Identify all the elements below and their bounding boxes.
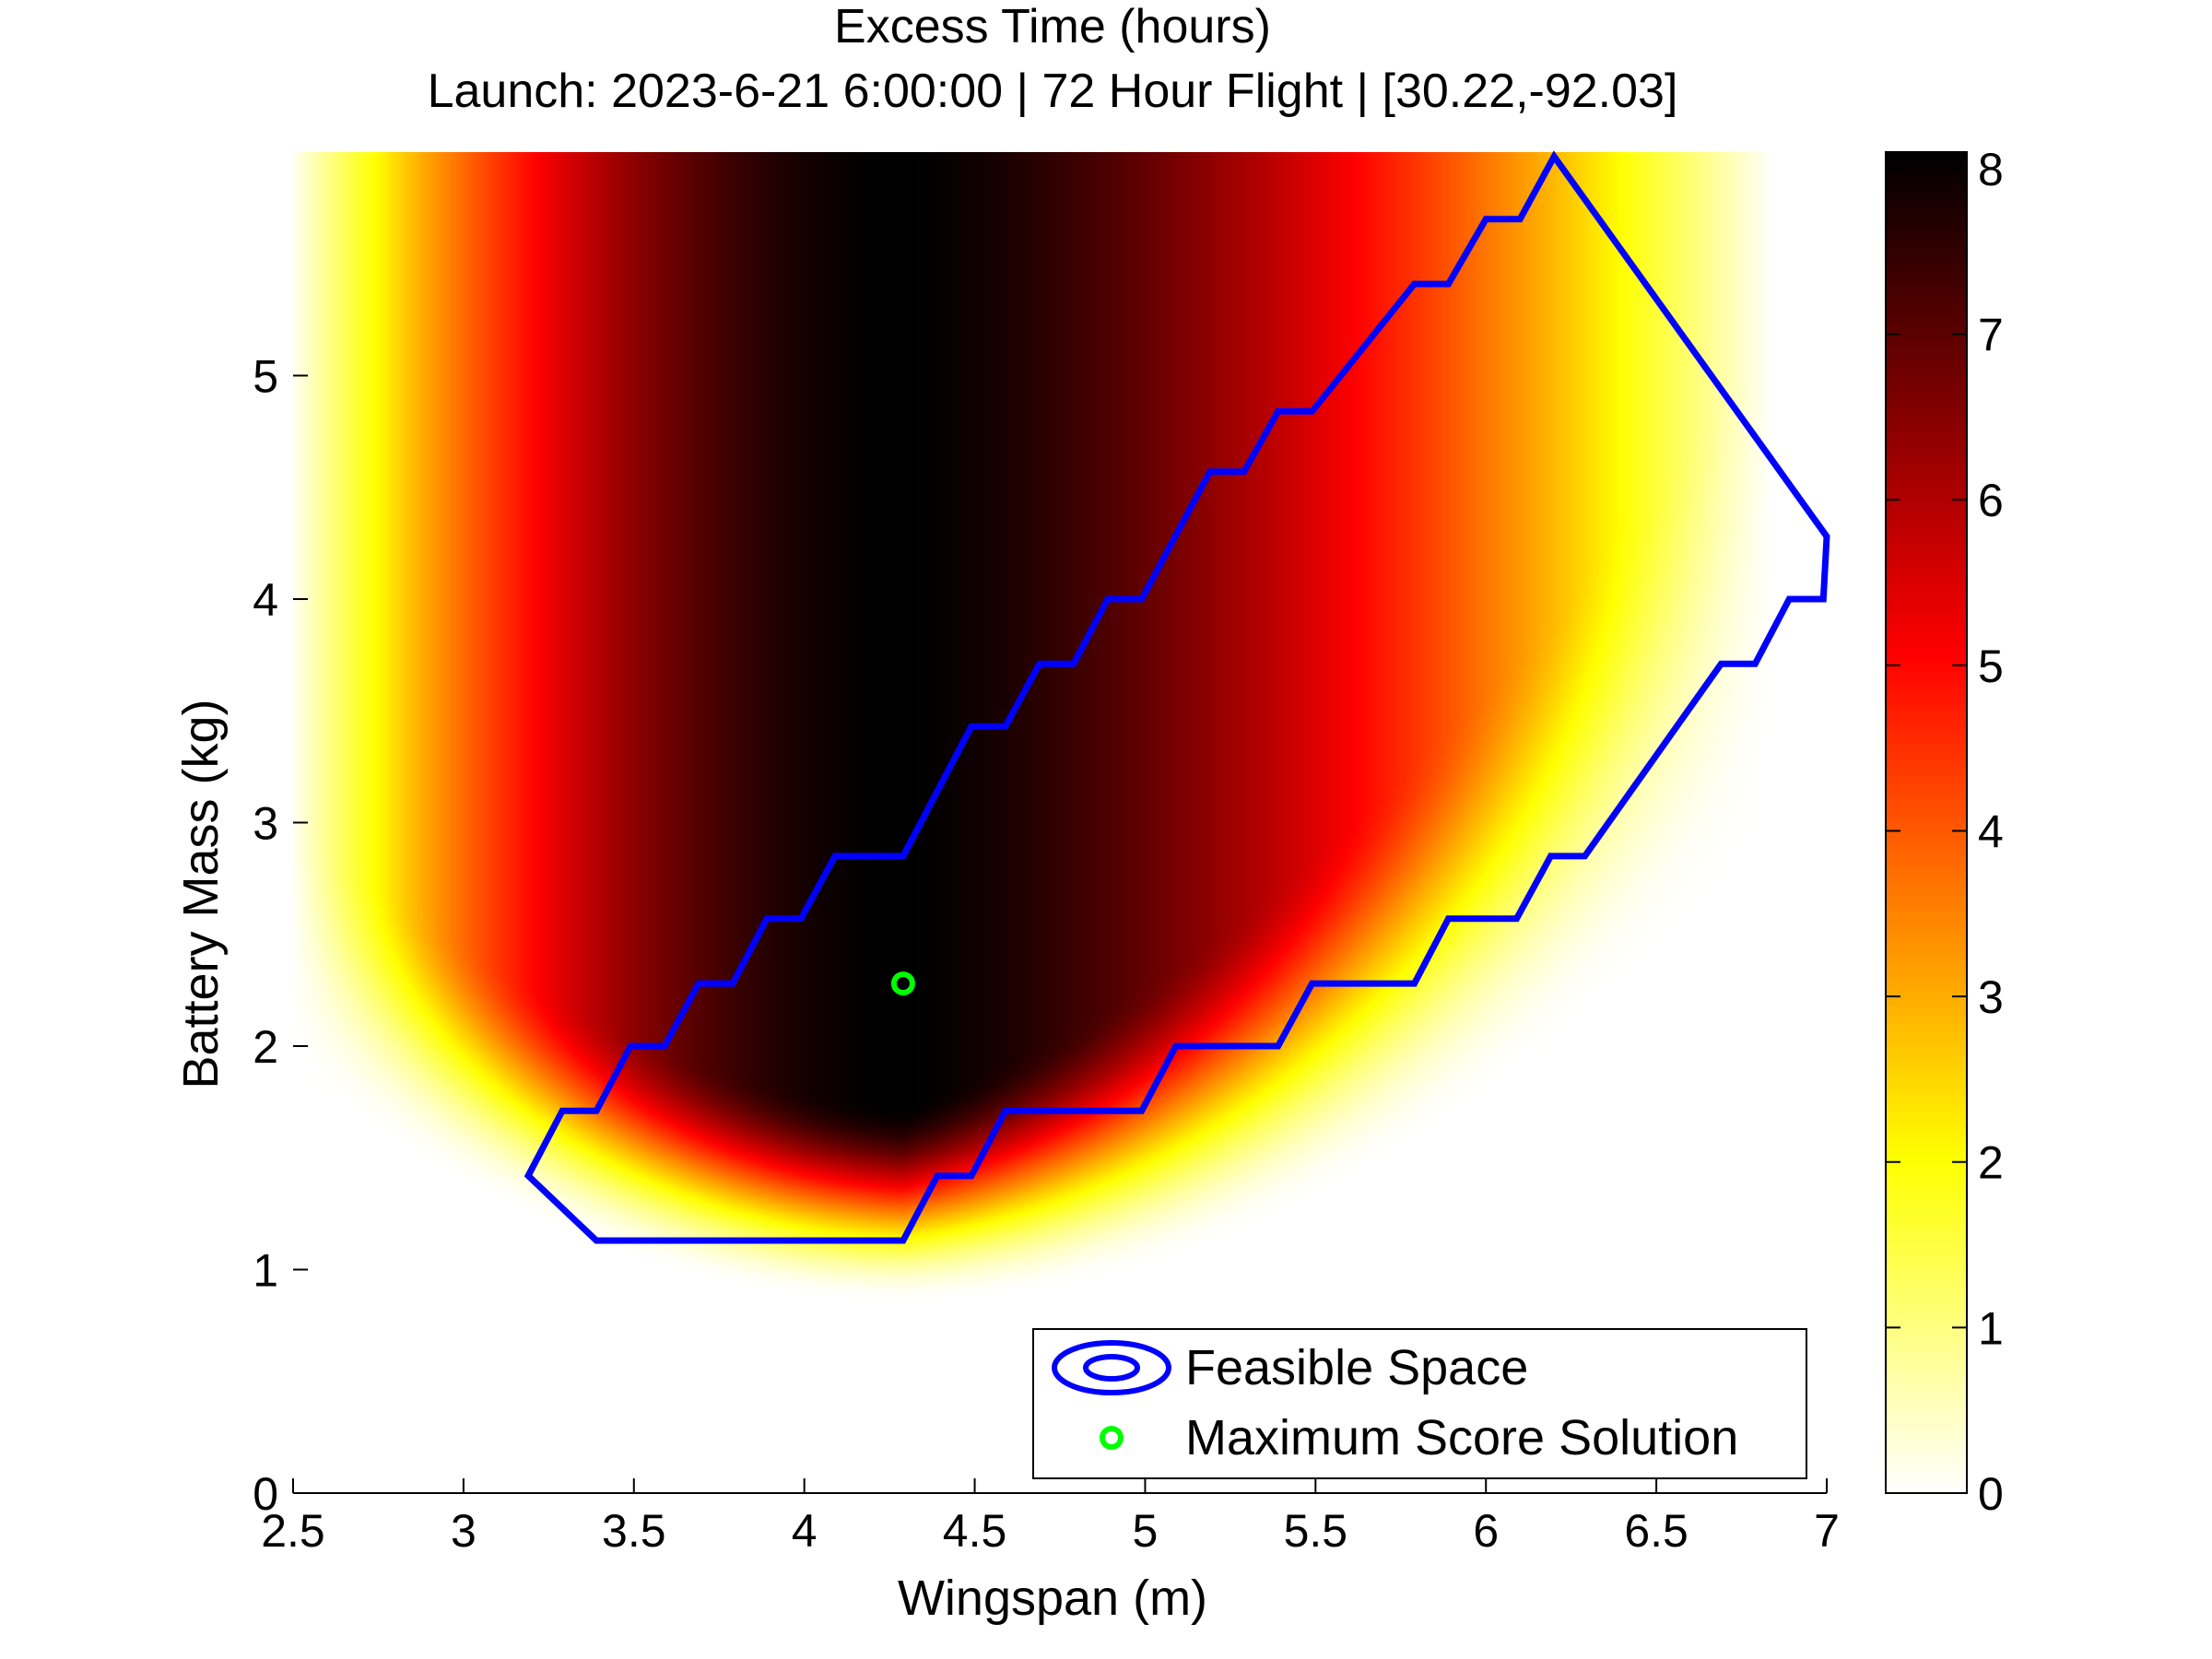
x-tick-group: 2.5 3 3.5 4 4.5 5 5.5 6 6.5 7 — [261, 1478, 1840, 1557]
x-tick-label: 3 — [451, 1505, 477, 1557]
y-tick-label: 4 — [253, 574, 278, 626]
x-tick-label: 7 — [1814, 1505, 1840, 1557]
y-tick-label: 0 — [253, 1468, 278, 1520]
legend-contour-outer-icon — [1052, 1340, 1171, 1395]
y-tick-label: 3 — [253, 798, 278, 850]
legend-feasible-space: Feasible Space — [1185, 1340, 1528, 1395]
chart-title: Excess Time (hours) — [834, 0, 1271, 53]
x-tick-label: 5 — [1133, 1505, 1159, 1557]
colorbar-tick-label: 4 — [1978, 806, 2004, 857]
x-tick-label: 4 — [792, 1505, 818, 1557]
colorbar-tick-label: 1 — [1978, 1302, 2004, 1354]
colorbar-frame — [1885, 151, 1968, 1494]
legend-max-score-icon — [1100, 1426, 1124, 1450]
x-tick-label: 4.5 — [943, 1505, 1007, 1557]
heatmap-area — [293, 152, 1827, 1493]
colorbar-tick-label: 8 — [1978, 144, 2004, 195]
colorbar-tick-group: 0 1 2 3 4 5 6 7 8 — [1886, 144, 2004, 1520]
colorbar-tick-label: 2 — [1978, 1137, 2004, 1189]
colorbar: 0 1 2 3 4 5 6 7 8 — [1885, 144, 2004, 1520]
x-tick-label: 6.5 — [1624, 1505, 1688, 1557]
colorbar-tick-label: 5 — [1978, 641, 2004, 692]
x-tick-label: 6 — [1473, 1505, 1499, 1557]
x-tick-label: 5.5 — [1284, 1505, 1348, 1557]
y-axis-label: Battery Mass (kg) — [173, 699, 229, 1088]
y-tick-label: 1 — [253, 1245, 278, 1297]
colorbar-tick-label: 0 — [1978, 1468, 2004, 1520]
max-score-solution-marker — [890, 971, 915, 996]
x-tick-label: 3.5 — [602, 1505, 666, 1557]
y-tick-label: 5 — [253, 351, 278, 403]
feasible-space-boundary — [524, 150, 1830, 1244]
legend: Feasible Space Maximum Score Solution — [1032, 1328, 1807, 1479]
x-tick-label: 2.5 — [261, 1505, 325, 1557]
colorbar-tick-label: 6 — [1978, 475, 2004, 526]
y-tick-label: 2 — [253, 1021, 278, 1073]
y-tick-group: 0 1 2 3 4 5 — [253, 351, 308, 1520]
chart-subtitle: Launch: 2023-6-21 6:00:00 | 72 Hour Flig… — [428, 65, 1678, 118]
legend-contour-inner-icon — [1083, 1354, 1140, 1382]
colorbar-tick-label: 3 — [1978, 971, 2004, 1023]
legend-max-score-solution: Maximum Score Solution — [1185, 1410, 1738, 1465]
x-axis-label: Wingspan (m) — [898, 1571, 1207, 1626]
colorbar-tick-label: 7 — [1978, 310, 2004, 361]
